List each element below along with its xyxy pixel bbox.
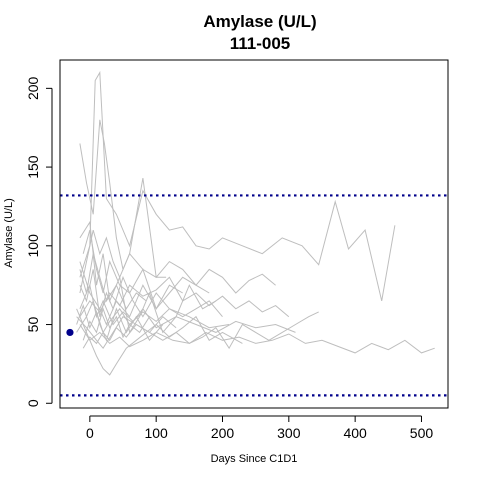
series-line-14 xyxy=(76,303,230,334)
series-line-10 xyxy=(76,299,164,342)
series-line-16 xyxy=(82,315,177,349)
highlight-layer xyxy=(66,328,74,337)
y-tick-label: 100 xyxy=(25,234,41,258)
series-line-13 xyxy=(79,229,210,294)
y-tick-label: 0 xyxy=(25,399,41,407)
x-tick-label: 300 xyxy=(277,425,301,441)
chart-subtitle: 111-005 xyxy=(230,34,291,53)
x-axis-label: Days Since C1D1 xyxy=(211,453,298,465)
series-line-1 xyxy=(79,70,396,302)
reference-lines xyxy=(60,194,448,397)
plot-frame xyxy=(59,59,449,409)
y-axis: 0 50 100 150 200 xyxy=(25,76,53,407)
x-axis: 0 100 200 300 400 500 xyxy=(86,415,434,441)
series-line-6 xyxy=(76,308,243,376)
highlight-point xyxy=(66,328,74,337)
series-line-9 xyxy=(79,269,223,318)
x-tick-label: 0 xyxy=(86,425,94,441)
series-line-8 xyxy=(82,229,183,311)
series-line-17 xyxy=(79,276,290,318)
y-tick-label: 200 xyxy=(25,76,41,100)
x-tick-label: 400 xyxy=(343,425,367,441)
series-line-3 xyxy=(79,220,217,334)
x-tick-label: 100 xyxy=(144,425,168,441)
series-line-12 xyxy=(82,307,150,341)
y-tick-label: 150 xyxy=(25,155,41,179)
series-line-11 xyxy=(79,283,296,333)
y-tick-label: 50 xyxy=(25,317,41,333)
y-axis-label: Amylase (U/L) xyxy=(3,198,15,268)
series-line-5 xyxy=(79,261,276,326)
series-layer xyxy=(76,70,435,376)
x-tick-label: 200 xyxy=(211,425,235,441)
series-line-7 xyxy=(79,324,435,354)
series-line-15 xyxy=(79,253,147,310)
x-tick-label: 500 xyxy=(410,425,434,441)
chart-title: Amylase (U/L) xyxy=(203,12,316,31)
